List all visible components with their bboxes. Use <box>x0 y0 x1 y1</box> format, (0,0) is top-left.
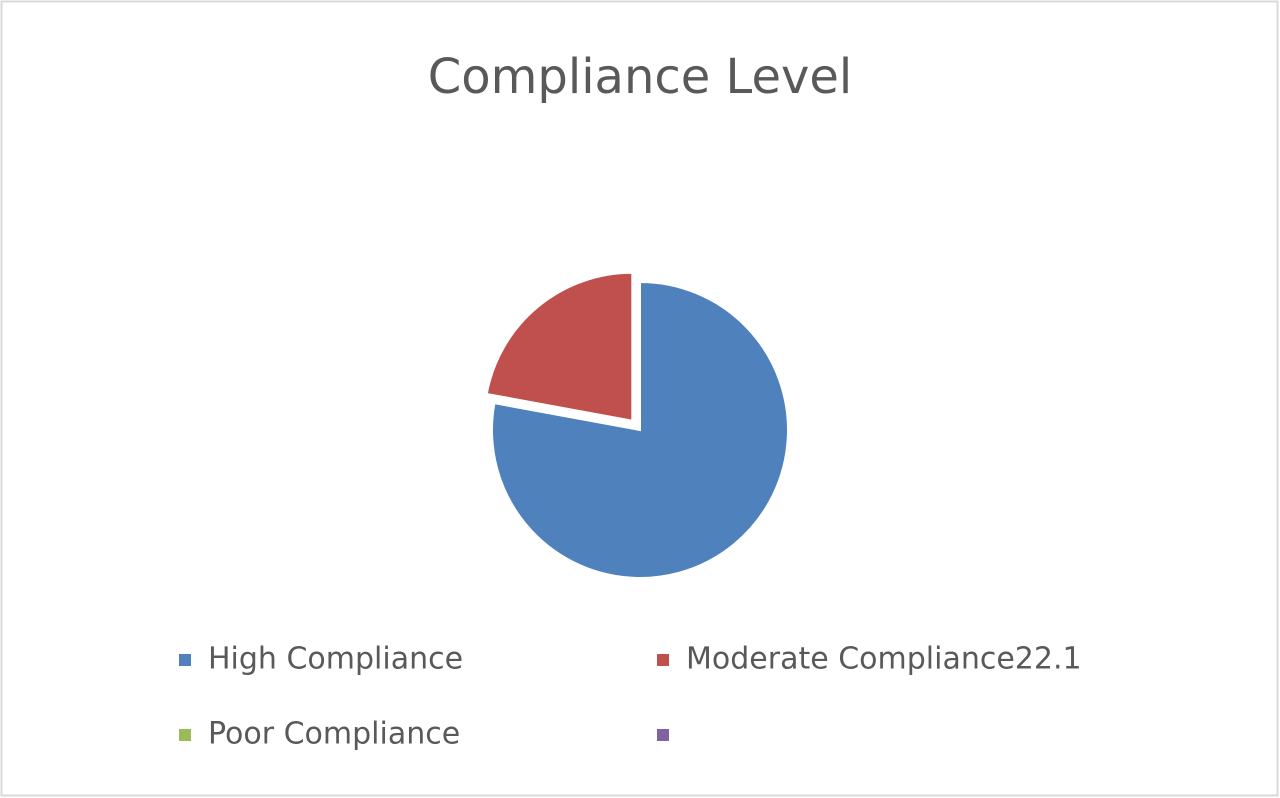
legend-marker <box>657 729 669 741</box>
chart-title: Compliance Level <box>428 49 853 105</box>
pie-slice <box>485 271 634 422</box>
pie-slice <box>491 280 789 579</box>
legend-marker <box>657 654 669 666</box>
legend-label: Moderate Compliance22.1 <box>686 642 1082 677</box>
legend-label: High Compliance <box>208 642 463 677</box>
legend-marker <box>179 729 191 741</box>
legend-marker <box>179 654 191 666</box>
legend-label: Poor Compliance <box>208 717 460 752</box>
